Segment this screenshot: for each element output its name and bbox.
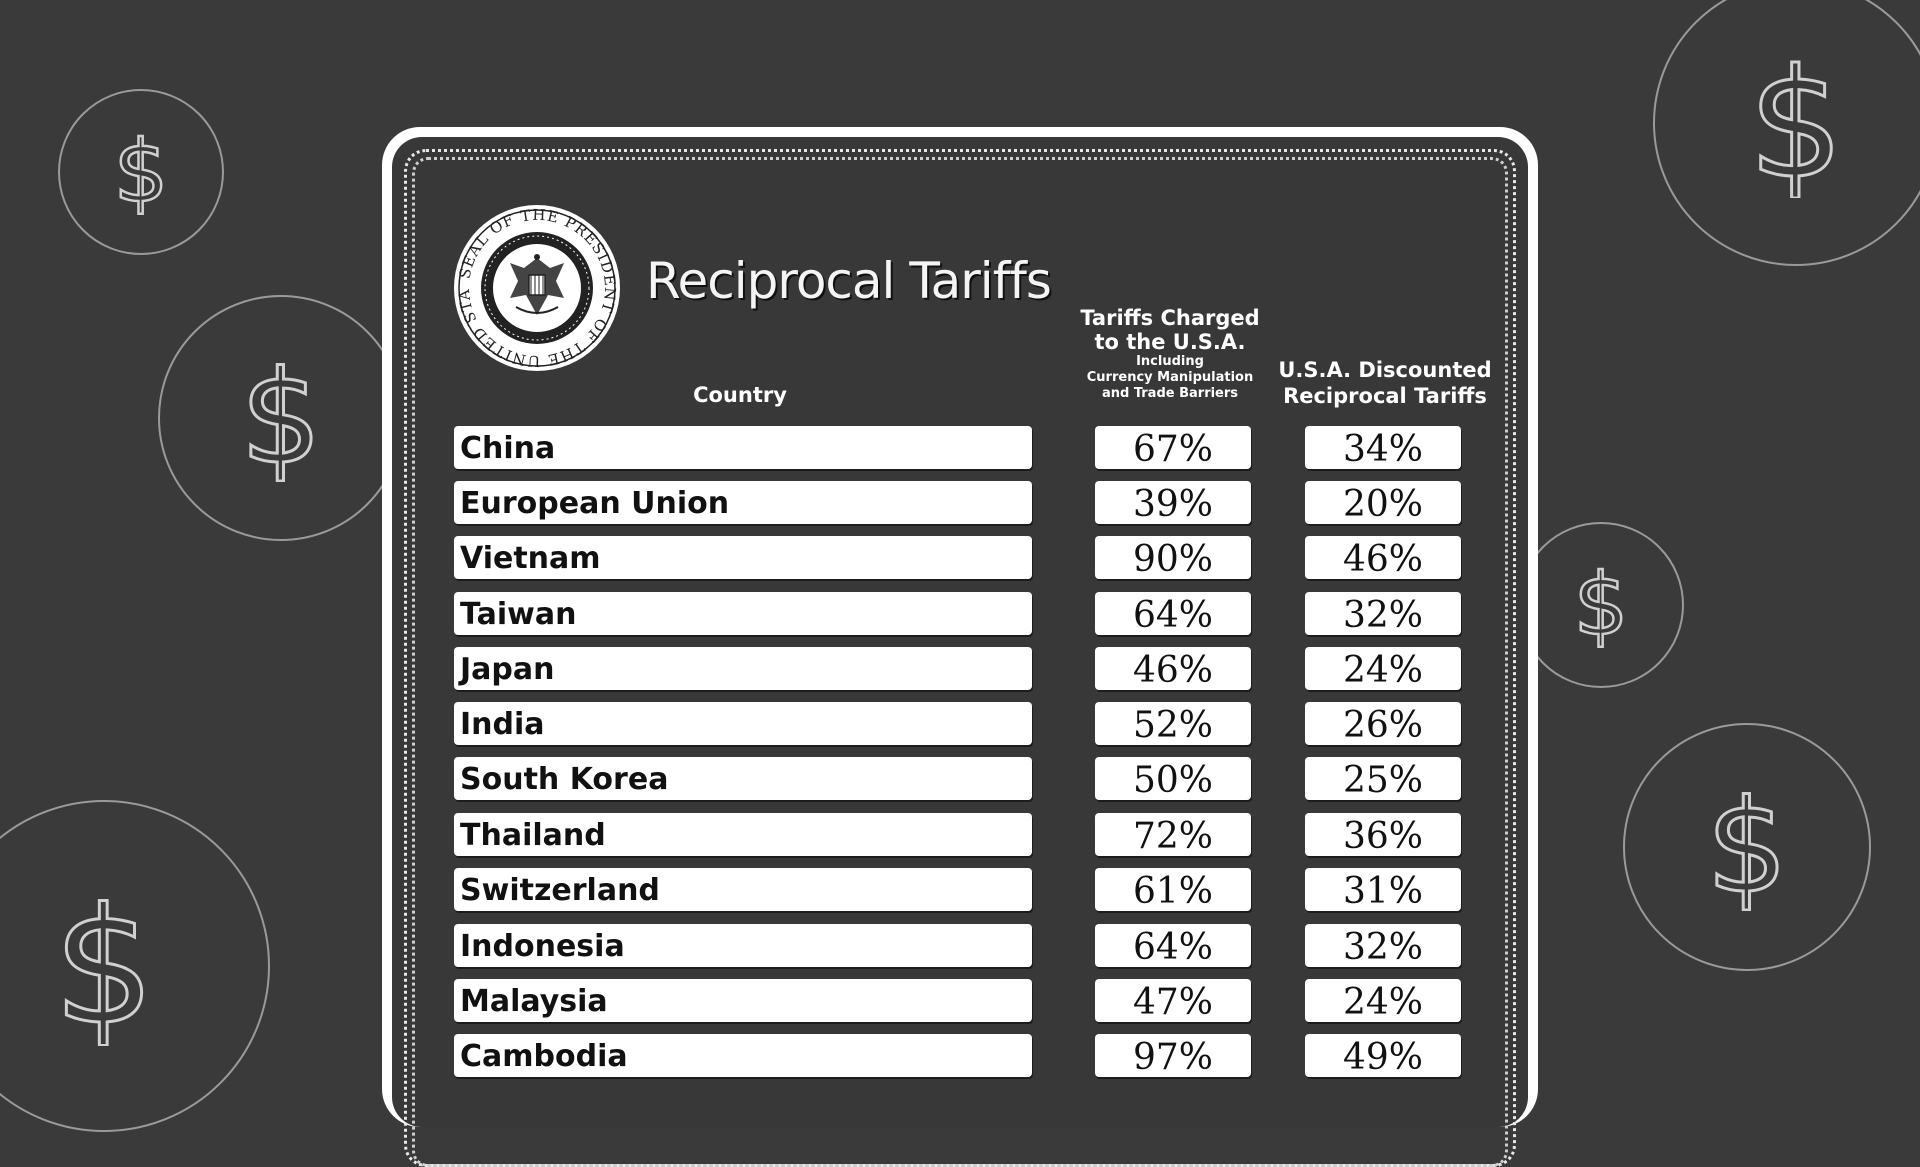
country-cell: Vietnam — [454, 536, 1032, 579]
discounted-cell: 31% — [1305, 868, 1461, 912]
dollar-coin-icon: $ — [1653, 0, 1920, 266]
dollar-coin-icon: $ — [0, 800, 270, 1132]
svg-text:$: $ — [1748, 48, 1843, 198]
charged-cell: 64% — [1095, 924, 1251, 968]
table-row: China 67% 34% — [454, 426, 1464, 471]
discounted-cell: 32% — [1305, 592, 1461, 636]
discounted-cell: 20% — [1305, 481, 1461, 525]
header-charged-sub2: Currency Manipulation — [1086, 370, 1254, 385]
country-cell: Thailand — [454, 813, 1032, 856]
charged-cell: 39% — [1095, 481, 1251, 525]
table-row: Cambodia 97% 49% — [454, 1034, 1464, 1079]
header-charged-sub3: and Trade Barriers — [1101, 386, 1239, 401]
discounted-cell: 32% — [1305, 924, 1461, 968]
country-cell: Malaysia — [454, 979, 1032, 1022]
header-charged-sub1: Including — [1136, 354, 1204, 369]
country-cell: Indonesia — [454, 924, 1032, 967]
table-row: Malaysia 47% 24% — [454, 979, 1464, 1024]
header-charged-line1: Tariffs Charged — [1080, 306, 1260, 330]
discounted-cell: 49% — [1305, 1034, 1461, 1078]
table-row: Thailand 72% 36% — [454, 813, 1464, 858]
charged-cell: 90% — [1095, 536, 1251, 580]
country-cell: China — [454, 426, 1032, 469]
charged-cell: 72% — [1095, 813, 1251, 857]
dollar-coin-icon: $ — [158, 295, 404, 541]
charged-cell: 64% — [1095, 592, 1251, 636]
charged-cell: 47% — [1095, 979, 1251, 1023]
discounted-cell: 25% — [1305, 757, 1461, 801]
country-cell: India — [454, 702, 1032, 745]
charged-cell: 46% — [1095, 647, 1251, 691]
presidential-seal-icon: SEAL OF THE PRESIDENT OF THE UNITED STAT… — [446, 189, 622, 373]
table-row: Indonesia 64% 32% — [454, 924, 1464, 969]
svg-text:$: $ — [53, 886, 155, 1046]
charged-cell: 50% — [1095, 757, 1251, 801]
dollar-coin-icon: $ — [1518, 522, 1684, 688]
header-country: Country — [693, 383, 787, 407]
country-cell: South Korea — [454, 757, 1032, 800]
dollar-coin-icon: $ — [1623, 723, 1871, 971]
table-row: Switzerland 61% 31% — [454, 868, 1464, 913]
svg-text:$: $ — [240, 354, 321, 482]
header-disc-line1: U.S.A. Discounted — [1278, 358, 1492, 382]
page-title: Reciprocal Tariffs — [646, 252, 1052, 310]
svg-text:$: $ — [1706, 783, 1787, 911]
table-row: Japan 46% 24% — [454, 647, 1464, 692]
discounted-cell: 36% — [1305, 813, 1461, 857]
discounted-cell: 24% — [1305, 979, 1461, 1023]
discounted-cell: 46% — [1305, 536, 1461, 580]
svg-text:$: $ — [114, 129, 169, 215]
country-cell: Cambodia — [454, 1034, 1032, 1077]
country-cell: Japan — [454, 647, 1032, 690]
table-row: Taiwan 64% 32% — [454, 592, 1464, 637]
dollar-coin-icon: $ — [58, 89, 224, 255]
discounted-cell: 24% — [1305, 647, 1461, 691]
header-disc-line2: Reciprocal Tariffs — [1283, 384, 1487, 408]
country-cell: Switzerland — [454, 868, 1032, 911]
table-row: European Union 39% 20% — [454, 481, 1464, 526]
country-cell: Taiwan — [454, 592, 1032, 635]
svg-text:$: $ — [1574, 562, 1629, 648]
header-discounted-tariffs: U.S.A. Discounted Reciprocal Tariffs — [1275, 357, 1495, 409]
table-row: Vietnam 90% 46% — [454, 536, 1464, 581]
header-tariffs-charged: Tariffs Charged to the U.S.A. Including … — [1070, 306, 1270, 402]
charged-cell: 61% — [1095, 868, 1251, 912]
table-row: India 52% 26% — [454, 702, 1464, 747]
country-cell: European Union — [454, 481, 1032, 524]
table-row: South Korea 50% 25% — [454, 757, 1464, 802]
discounted-cell: 26% — [1305, 702, 1461, 746]
discounted-cell: 34% — [1305, 426, 1461, 470]
charged-cell: 52% — [1095, 702, 1251, 746]
header-charged-line2: to the U.S.A. — [1094, 330, 1246, 354]
charged-cell: 97% — [1095, 1034, 1251, 1078]
charged-cell: 67% — [1095, 426, 1251, 470]
